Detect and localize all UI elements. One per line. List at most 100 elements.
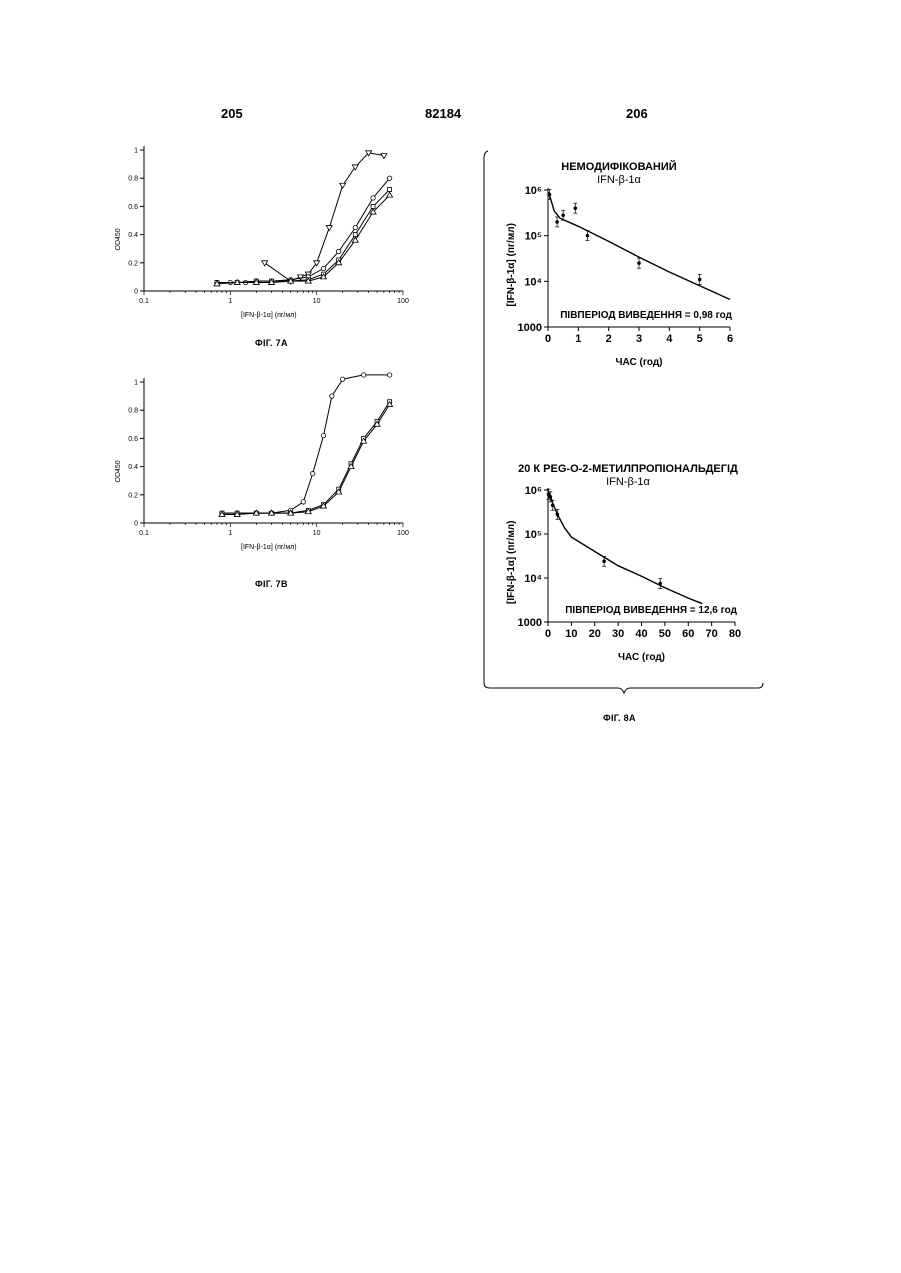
caption-fig-8a: ФІГ. 8А — [603, 713, 636, 723]
fig8a-top-point — [574, 206, 578, 210]
fig7b-series-1-point — [340, 377, 344, 381]
fig8a-bottom-point — [551, 503, 555, 507]
fig7b-series-1-line — [222, 375, 390, 513]
fig8a-bottom-x-tick-label: 20 — [589, 628, 601, 640]
fig8a-top-x-label: ЧАС (год) — [615, 357, 662, 368]
fig7a-series-3-point — [388, 187, 392, 191]
fig7a-y-tick-label: 0 — [134, 289, 138, 296]
fig7b-x-tick-label: 10 — [313, 530, 321, 537]
fig8a-top-point — [561, 213, 565, 217]
fig7b-x-tick-label: 1 — [228, 530, 232, 537]
fig8a-bottom-point — [556, 513, 560, 517]
fig8a-top-point — [555, 220, 559, 224]
fig7a-series-4-line — [217, 195, 390, 284]
fig8a-bottom-x-tick-label: 80 — [729, 628, 741, 640]
fig7b-y-tick-label: 0.8 — [128, 408, 138, 415]
fig8a-bottom-x-label: ЧАС (год) — [618, 652, 665, 663]
fig7a-series-3-line — [217, 190, 390, 283]
fig8a-top-point — [548, 193, 552, 197]
fig8a-top-point — [586, 234, 590, 238]
fig8a-top-y-tick-label: 10⁵ — [525, 231, 542, 243]
fig8a-bottom-point — [549, 495, 553, 499]
fig7b-series-1-point — [361, 373, 365, 377]
fig8a-bottom-y-tick-label: 10⁶ — [525, 485, 542, 497]
fig7b-y-tick-label: 0.4 — [128, 464, 138, 471]
fig8a-top-x-tick-label: 3 — [636, 333, 642, 345]
fig7b-x-label: [IFN-β-1α] (пг/мл) — [241, 544, 297, 551]
fig8a-top-y-tick-label: 10⁴ — [524, 276, 542, 288]
fig7a-y-tick-label: 1 — [134, 148, 138, 155]
fig8a-bottom-subtitle: IFN-β-1α — [606, 476, 650, 488]
fig7a-y-tick-label: 0.4 — [128, 232, 138, 239]
fig7b-series-1-point — [311, 471, 315, 475]
fig8a-bottom-x-tick-label: 0 — [545, 628, 551, 640]
fig8a-top-y-tick-label: 10⁶ — [525, 185, 542, 197]
fig7a-y-tick-label: 0.2 — [128, 260, 138, 267]
fig8a-bottom-y-tick-label: 10⁵ — [525, 529, 542, 541]
fig8a-top-x-tick-label: 6 — [727, 333, 733, 345]
fig8a-bottom-point — [658, 582, 662, 586]
fig8a-bottom-fit-line — [548, 491, 702, 604]
fig7b-series-3-line — [222, 405, 390, 515]
fig7a-x-tick-label: 0.1 — [139, 298, 149, 305]
fig7b-y-label: OD450 — [115, 460, 122, 482]
fig7a-series-2-point — [337, 249, 341, 253]
caption-fig-7a: ФІГ. 7А — [255, 338, 288, 348]
fig8a-bottom-y-label: [IFN-β-1α] (пг/мл) — [506, 521, 517, 604]
fig7a-series-2-point — [387, 176, 391, 180]
fig7a-y-tick-label: 0.6 — [128, 204, 138, 211]
fig7a-series-1-point — [381, 154, 387, 159]
fig8a-bottom-point — [602, 559, 606, 563]
fig8a-top-x-tick-label: 1 — [575, 333, 581, 345]
fig7a-x-tick-label: 1 — [228, 298, 232, 305]
fig7a-x-tick-label: 100 — [397, 298, 409, 305]
fig8a-top-y-label: [IFN-β-1α] (пг/мл) — [506, 223, 517, 306]
fig8a-bottom-x-tick-label: 50 — [659, 628, 671, 640]
fig7b-y-tick-label: 0.6 — [128, 436, 138, 443]
fig7b-series-1-point — [387, 373, 391, 377]
fig8a-top-x-tick-label: 0 — [545, 333, 551, 345]
fig8a-bottom-y-tick-label: 1000 — [518, 617, 542, 629]
fig8a-top-point — [698, 278, 702, 282]
fig7b-x-tick-label: 0.1 — [139, 530, 149, 537]
fig7a-series-4-point — [387, 192, 393, 197]
fig8a-bottom-x-tick-label: 60 — [682, 628, 694, 640]
fig7b-x-tick-label: 100 — [397, 530, 409, 537]
fig7a-series-2-point — [321, 266, 325, 270]
fig8a-top-x-tick-label: 2 — [606, 333, 612, 345]
fig7a-series-3-point — [353, 233, 357, 237]
caption-fig-7b: ФІГ. 7В — [255, 579, 288, 589]
fig7b-series-1-point — [330, 394, 334, 398]
fig8a-bottom-y-tick-label: 10⁴ — [524, 573, 542, 585]
fig8a-top-title: НЕМОДИФІКОВАНИЙ — [561, 160, 677, 173]
fig8a-top-point — [637, 261, 641, 265]
fig8a-top-annotation: ПІВПЕРІОД ВИВЕДЕННЯ = 0,98 год — [560, 310, 732, 321]
fig7a-y-label: OD450 — [115, 228, 122, 250]
fig8a-top-x-tick-label: 5 — [697, 333, 703, 345]
fig7a-series-1-point — [326, 226, 332, 231]
fig7a-series-1-point — [340, 183, 346, 188]
fig8a-bottom-x-tick-label: 40 — [635, 628, 647, 640]
fig7a-y-tick-label: 0.8 — [128, 176, 138, 183]
fig7a-series-2-line — [217, 178, 390, 282]
fig7a-series-1-point — [262, 261, 268, 266]
fig8a-bottom-x-tick-label: 10 — [565, 628, 577, 640]
fig8a-bottom-title: 20 К PEG-O-2-МЕТИЛПРОПІОНАЛЬДЕГІД — [518, 463, 738, 475]
fig7b-y-tick-label: 1 — [134, 380, 138, 387]
fig8a-bottom-x-tick-label: 30 — [612, 628, 624, 640]
fig7a-x-label: [IFN-β-1α] (пг/мл) — [241, 312, 297, 319]
fig7a-series-2-point — [371, 196, 375, 200]
fig7a-series-3-point — [371, 204, 375, 208]
fig7b-y-tick-label: 0.2 — [128, 492, 138, 499]
fig7b-series-1-point — [321, 433, 325, 437]
fig8a-top-subtitle: IFN-β-1α — [597, 174, 641, 186]
fig8a-top-x-tick-label: 4 — [666, 333, 673, 345]
fig7b-series-2-line — [222, 402, 390, 513]
fig7a-series-2-point — [353, 225, 357, 229]
fig8a-bottom-annotation: ПІВПЕРІОД ВИВЕДЕННЯ = 12,6 год — [565, 605, 737, 616]
fig8a-bottom-x-tick-label: 70 — [706, 628, 718, 640]
fig7a-x-tick-label: 10 — [313, 298, 321, 305]
fig7b-series-1-point — [301, 500, 305, 504]
fig7b-y-tick-label: 0 — [134, 521, 138, 528]
